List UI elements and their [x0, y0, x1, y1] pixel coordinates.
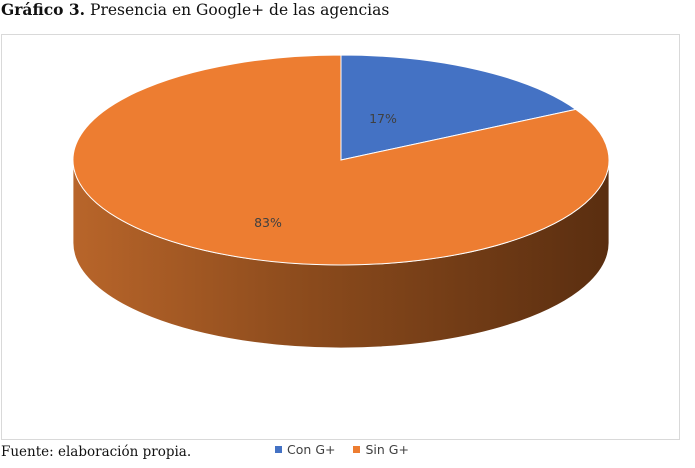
- pie-data-labels: 17% 83%: [254, 111, 397, 230]
- legend-item-con-g: Con G+: [275, 442, 335, 457]
- pie-slice-sin-g: [72, 54, 610, 266]
- source-note: Fuente: elaboración propia.: [1, 444, 192, 460]
- chart-area: 17% 83% Con G+ Sin G+: [1, 34, 680, 457]
- chart-legend: Con G+ Sin G+: [2, 442, 682, 457]
- data-label-con-g: 17%: [369, 111, 397, 126]
- legend-label: Sin G+: [365, 442, 409, 457]
- legend-label: Con G+: [287, 442, 336, 457]
- data-label-sin-g: 83%: [254, 215, 282, 230]
- figure-caption-text: Presencia en Google+ de las agencias: [90, 1, 390, 19]
- figure-caption-label: Gráfico 3.: [1, 0, 86, 19]
- pie-top-face: [72, 54, 610, 266]
- legend-swatch: [275, 446, 283, 453]
- figure-caption: Gráfico 3. Presencia en Google+ de las a…: [1, 0, 389, 19]
- pie-slice-con-g: [340, 54, 578, 161]
- legend-swatch: [353, 446, 361, 453]
- legend-item-sin-g: Sin G+: [353, 442, 409, 457]
- pie-chart: 17% 83%: [72, 54, 610, 349]
